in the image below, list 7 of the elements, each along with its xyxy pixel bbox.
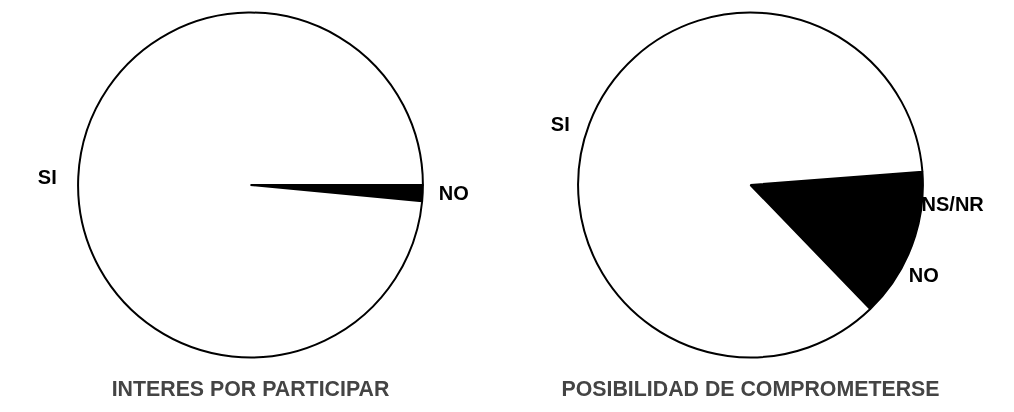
slice-label: NO	[438, 182, 469, 205]
slice-label: NS/NR	[921, 193, 985, 216]
slice-label: NO	[908, 264, 939, 287]
slice-label: SI	[37, 165, 57, 188]
slice-label: SI	[550, 112, 570, 135]
text: INTERES POR PARTICIPAR	[111, 376, 390, 401]
text: POSIBILIDAD DE COMPROMETERSE	[561, 376, 940, 401]
